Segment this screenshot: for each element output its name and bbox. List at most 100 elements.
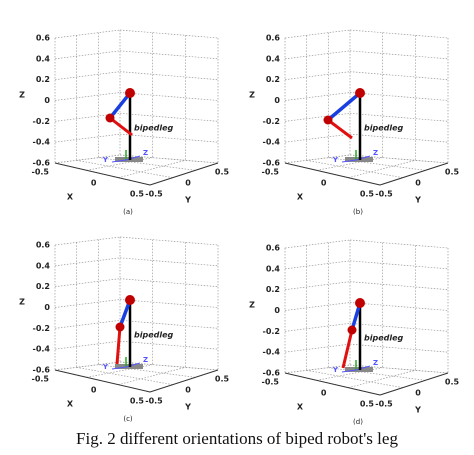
legend-label: bipedleg <box>134 331 174 340</box>
joint <box>355 88 365 98</box>
grid-line <box>349 302 449 311</box>
z-tick-label: 0.2 <box>36 282 50 291</box>
panel-label: (d) <box>353 418 363 426</box>
grid-line <box>54 319 121 329</box>
z-axis-label: Z <box>249 91 255 100</box>
z-tick-label: -0.2 <box>33 324 51 333</box>
grid-line <box>54 340 121 350</box>
floor-grid <box>86 157 153 171</box>
frame-label: Z <box>143 356 148 364</box>
y-tick-label: 0 <box>185 386 191 395</box>
thigh <box>108 91 132 120</box>
z-tick-label: 0 <box>274 96 280 105</box>
joint <box>125 295 135 305</box>
z-tick-label: -0.4 <box>33 138 51 147</box>
shank <box>341 329 354 369</box>
shank <box>327 118 353 140</box>
x-tick-label: -0.5 <box>32 168 50 177</box>
frame-label: Y <box>332 366 339 374</box>
grid-line <box>349 260 449 270</box>
panel-label: (c) <box>123 415 133 423</box>
floor-grid <box>118 159 186 179</box>
x-tick-label: -0.5 <box>262 378 280 387</box>
grid-line <box>349 29 449 39</box>
y-tick-label: -0.5 <box>145 397 163 406</box>
x-tick-label: -0.5 <box>262 168 280 177</box>
grid-line <box>119 112 219 122</box>
z-tick-label: 0 <box>44 303 50 312</box>
thigh <box>326 91 362 122</box>
legend-label: bipedleg <box>134 124 174 133</box>
z-tick-label: -0.6 <box>263 369 281 378</box>
y-tick-label: -0.5 <box>375 400 393 409</box>
joint <box>355 298 365 308</box>
x-tick-label: 0.5 <box>360 400 375 409</box>
z-axis-label: Z <box>19 298 25 307</box>
floor-grid <box>348 159 416 179</box>
legend-label: bipedleg <box>364 124 404 133</box>
z-tick-label: 0 <box>44 96 50 105</box>
frame-label: Y <box>102 363 109 371</box>
z-tick-label: -0.4 <box>263 348 281 357</box>
floor-grid <box>119 154 219 164</box>
z-tick-label: 0.4 <box>266 264 281 273</box>
floor-grid <box>54 361 121 371</box>
grid-line <box>349 281 449 291</box>
floor-grid <box>76 159 173 179</box>
x-tick-label: 0.5 <box>130 397 145 406</box>
grid-line <box>119 319 219 329</box>
floor-grid <box>306 369 403 389</box>
floor-grid <box>349 154 449 164</box>
y-tick-label: -0.5 <box>375 190 393 199</box>
frame-label: Z <box>373 149 378 157</box>
y-axis-label: Y <box>414 196 421 205</box>
z-tick-label: 0.2 <box>266 285 280 294</box>
panel: 0.60.40.20-0.2-0.4-0.6-0.500.5 -0.500.5X Y… <box>19 236 230 423</box>
z-tick-label: 0.4 <box>36 54 51 63</box>
legend-label: bipedleg <box>364 334 404 343</box>
x-tick-label: 0.5 <box>360 190 375 199</box>
grid-line <box>349 322 449 332</box>
y-tick-label: 0.5 <box>445 168 460 177</box>
panel-label: (b) <box>353 208 363 216</box>
z-tick-label: -0.2 <box>263 327 281 336</box>
grid-line <box>349 239 449 249</box>
y-tick-label: 0 <box>415 389 421 398</box>
floor-grid <box>348 369 416 389</box>
z-axis-label: Z <box>19 91 25 100</box>
grid-line <box>119 236 219 246</box>
axis-edge <box>284 162 381 186</box>
ground-axis <box>355 365 371 371</box>
axis-edge <box>379 162 449 186</box>
y-tick-label: 0 <box>415 179 421 188</box>
grid-line <box>119 29 219 39</box>
grid-line <box>284 322 351 332</box>
grid-line <box>349 50 449 60</box>
x-axis-label: X <box>297 193 304 202</box>
y-tick-label: 0 <box>185 179 191 188</box>
y-tick-label: 0.5 <box>215 375 230 384</box>
z-tick-label: 0.2 <box>266 75 280 84</box>
z-tick-label: -0.6 <box>33 159 51 168</box>
y-tick-label: 0.5 <box>215 168 230 177</box>
shank <box>109 116 133 137</box>
grid-line <box>54 278 121 288</box>
grid-line <box>284 71 351 81</box>
floor-grid <box>328 157 426 171</box>
floor-grid <box>119 361 219 371</box>
ground-axis <box>355 155 371 161</box>
axis-edge <box>54 162 151 186</box>
floor-grid <box>284 364 351 374</box>
y-axis-label: Y <box>414 406 421 415</box>
x-axis-label: X <box>67 400 74 409</box>
z-tick-label: -0.4 <box>33 345 51 354</box>
x-tick-label: 0 <box>321 179 327 188</box>
panel: 0.60.40.20-0.2-0.4-0.6-0.500.5 -0.500.5X Y… <box>249 29 460 216</box>
grid-line <box>284 302 351 311</box>
floor-grid <box>118 366 186 386</box>
floor-grid <box>349 364 449 374</box>
x-tick-label: 0 <box>91 386 97 395</box>
axis-edge <box>284 372 381 396</box>
grid-line <box>284 343 351 353</box>
z-tick-label: -0.4 <box>263 138 281 147</box>
